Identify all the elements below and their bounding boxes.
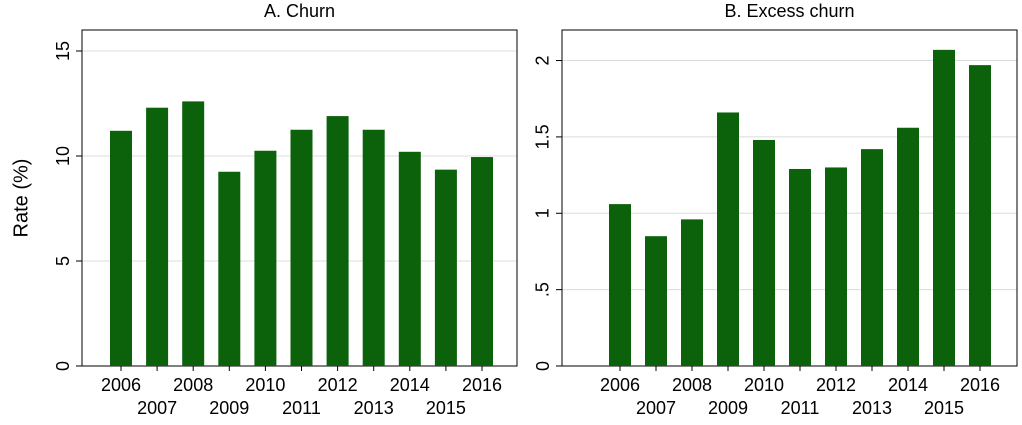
bar — [897, 127, 919, 366]
y-tick-label: 5 — [53, 256, 73, 266]
x-tick-label: 2012 — [318, 375, 358, 395]
x-tick-label: 2010 — [245, 375, 285, 395]
x-tick-label: 2007 — [137, 398, 177, 418]
bar — [645, 236, 667, 366]
bar — [434, 169, 457, 366]
bar — [182, 101, 205, 367]
x-tick-label: 2011 — [282, 398, 321, 418]
y-axis-label: Rate (%) — [10, 159, 32, 238]
y-tick-label: 10 — [53, 146, 73, 166]
bar — [218, 171, 241, 366]
x-tick-label: 2013 — [354, 398, 394, 418]
x-tick-label: 2016 — [960, 375, 1000, 395]
x-tick-label: 2008 — [672, 375, 712, 395]
x-tick-label: 2014 — [888, 375, 928, 395]
x-tick-label: 2012 — [816, 375, 856, 395]
y-tick-label: 1 — [533, 208, 553, 218]
x-tick-label: 2014 — [390, 375, 430, 395]
y-tick-label: 15 — [53, 41, 73, 61]
bar — [969, 65, 991, 367]
bar — [254, 150, 277, 366]
y-tick-label: 2 — [533, 56, 553, 66]
x-tick-label: 2010 — [744, 375, 784, 395]
x-tick-label: 2015 — [924, 398, 964, 418]
y-tick-label: 0 — [53, 361, 73, 371]
x-tick-label: 2006 — [600, 375, 640, 395]
x-tick-label: 2016 — [462, 375, 502, 395]
bar — [753, 139, 775, 366]
bar — [146, 107, 169, 366]
y-tick-label: .5 — [533, 282, 553, 297]
x-tick-label: 2006 — [101, 375, 141, 395]
bar — [789, 168, 811, 366]
bar — [326, 116, 349, 366]
bar — [609, 204, 631, 366]
bar — [825, 167, 847, 366]
bar — [717, 112, 739, 367]
x-tick-label: 2009 — [209, 398, 249, 418]
chart-title: A. Churn — [264, 1, 335, 21]
x-tick-label: 2013 — [852, 398, 892, 418]
x-tick-label: 2009 — [708, 398, 748, 418]
bar — [471, 157, 493, 366]
bar — [398, 151, 421, 366]
bar — [290, 129, 313, 366]
bar — [861, 149, 883, 366]
x-tick-label: 2015 — [426, 398, 466, 418]
bar — [110, 130, 132, 366]
y-tick-label: 1.5 — [533, 124, 553, 149]
bar — [362, 129, 385, 366]
chart-title: B. Excess churn — [724, 1, 854, 21]
x-tick-label: 2011 — [781, 398, 820, 418]
bar — [681, 219, 703, 366]
x-tick-label: 2008 — [173, 375, 213, 395]
bar — [933, 49, 955, 366]
x-tick-label: 2007 — [636, 398, 676, 418]
y-tick-label: 0 — [533, 361, 553, 371]
